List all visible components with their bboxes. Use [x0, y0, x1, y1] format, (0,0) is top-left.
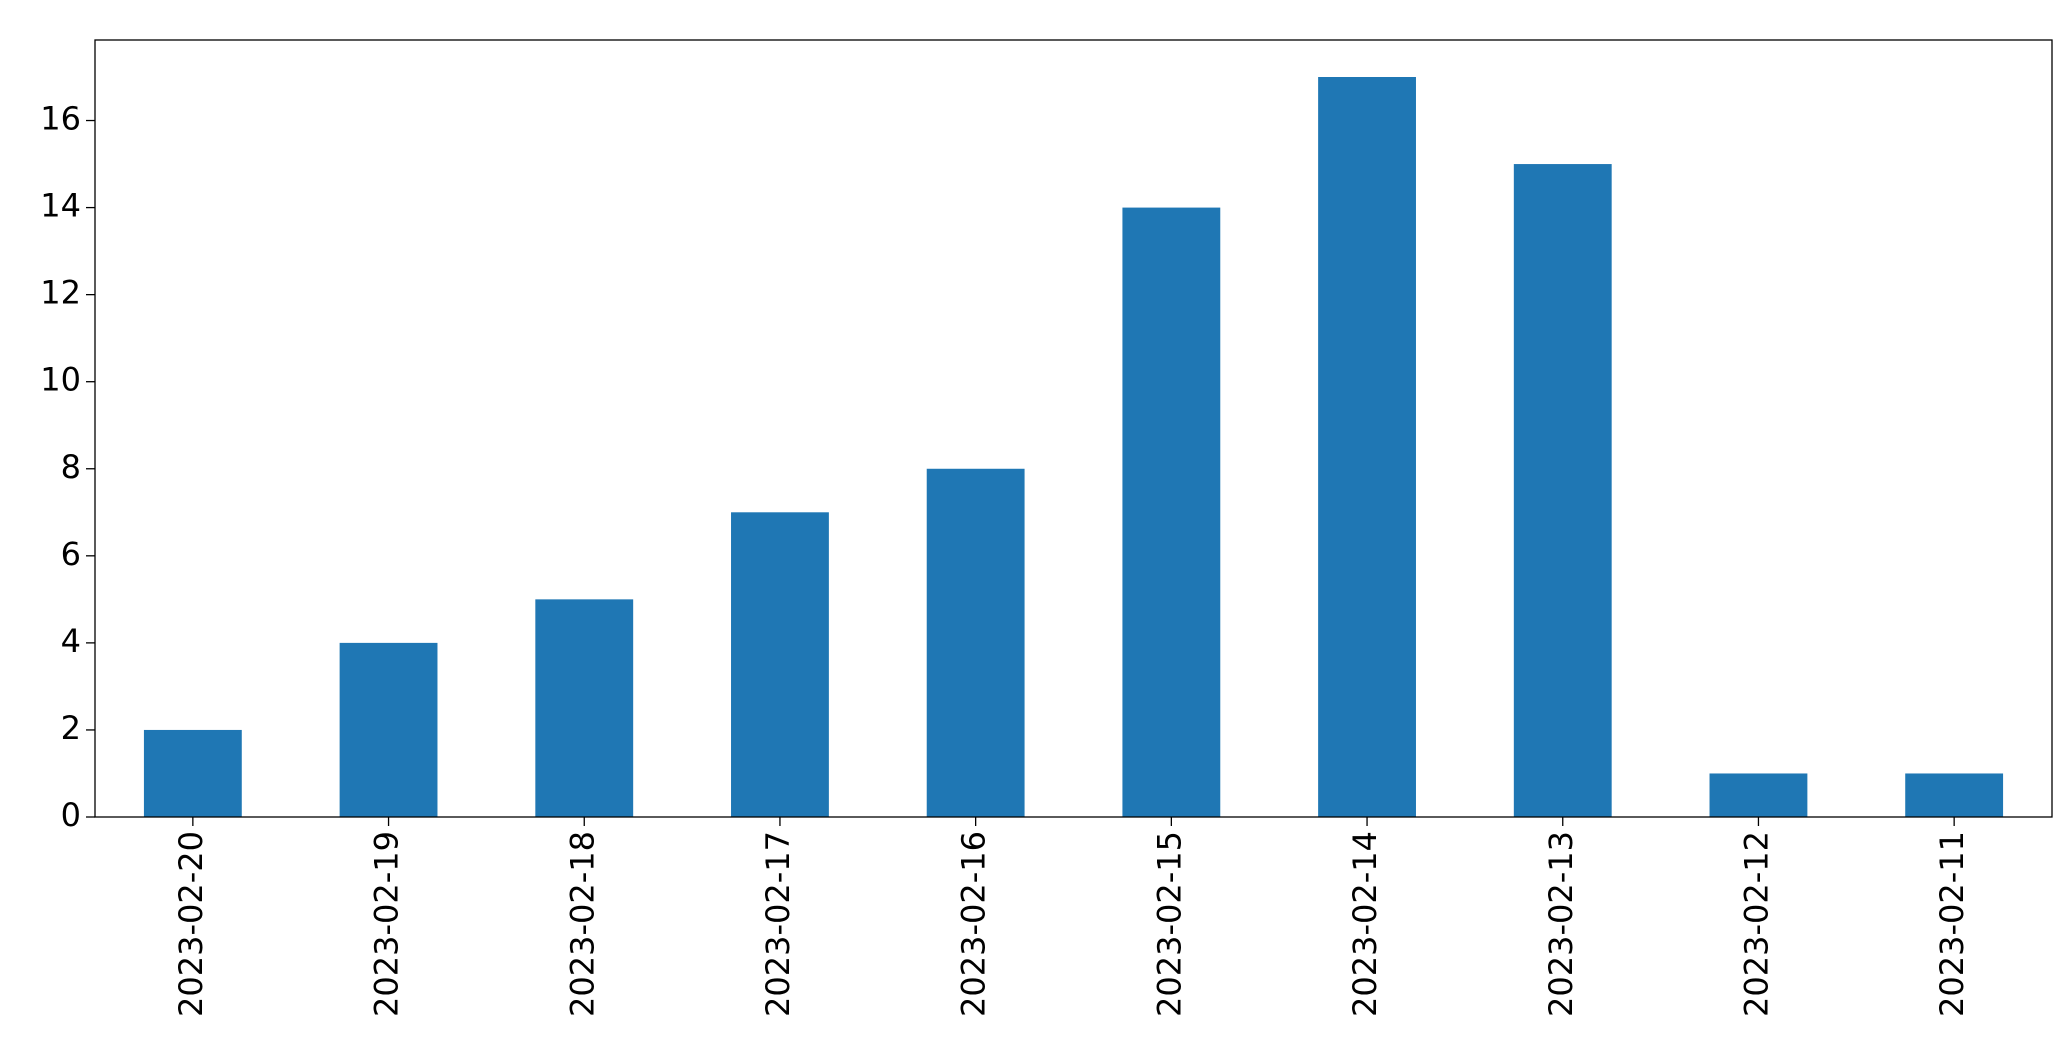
bar: [1709, 773, 1808, 817]
x-tick-label: 2023-02-12: [1737, 831, 1775, 1017]
y-tick-label: 4: [61, 622, 81, 660]
x-tick-label: 2023-02-11: [1933, 831, 1971, 1017]
bar: [535, 599, 634, 817]
x-tick-label: 2023-02-19: [368, 831, 406, 1017]
y-tick-label: 14: [40, 187, 81, 225]
y-tick-label: 8: [61, 448, 81, 486]
x-tick-label: 2023-02-18: [563, 831, 601, 1017]
y-tick-label: 6: [61, 535, 81, 573]
y-tick-label: 2: [61, 709, 81, 747]
bar: [339, 642, 438, 817]
bar: [926, 468, 1025, 817]
y-tick-label: 10: [40, 361, 81, 399]
x-tick-label: 2023-02-13: [1542, 831, 1580, 1017]
y-tick-label: 0: [61, 796, 81, 834]
x-tick-label: 2023-02-15: [1150, 831, 1188, 1017]
bar: [1318, 77, 1416, 817]
bar: [1905, 773, 2004, 817]
x-tick-label: 2023-02-14: [1346, 831, 1384, 1017]
x-tick-label: 2023-02-17: [759, 831, 797, 1017]
bar: [1122, 207, 1221, 817]
bar: [1513, 164, 1612, 817]
x-tick-label: 2023-02-20: [172, 831, 210, 1017]
x-tick-label: 2023-02-16: [955, 831, 993, 1017]
y-tick-label: 16: [40, 100, 81, 138]
plot-frame: [94, 39, 2053, 818]
y-tick-label: 12: [40, 274, 81, 312]
bar: [731, 512, 829, 817]
bar: [143, 729, 242, 817]
